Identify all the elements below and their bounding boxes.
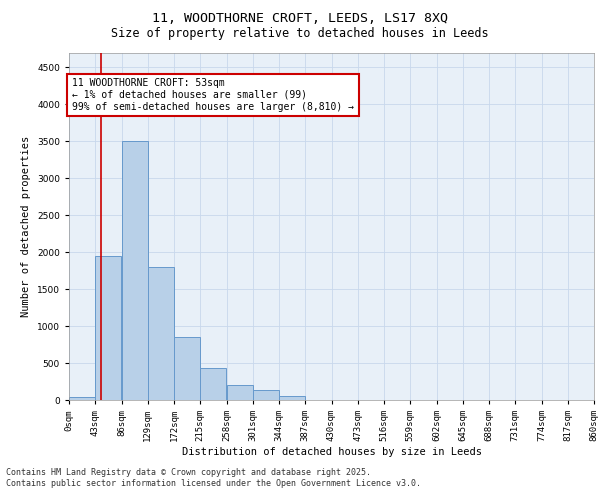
Text: 11 WOODTHORNE CROFT: 53sqm
← 1% of detached houses are smaller (99)
99% of semi-: 11 WOODTHORNE CROFT: 53sqm ← 1% of detac… bbox=[72, 78, 354, 112]
Bar bbox=[95, 256, 121, 400]
Bar bbox=[253, 390, 279, 400]
Bar bbox=[122, 141, 148, 400]
Y-axis label: Number of detached properties: Number of detached properties bbox=[22, 136, 31, 317]
Bar bbox=[69, 397, 95, 400]
Bar bbox=[200, 368, 226, 400]
Text: 11, WOODTHORNE CROFT, LEEDS, LS17 8XQ: 11, WOODTHORNE CROFT, LEEDS, LS17 8XQ bbox=[152, 12, 448, 26]
Text: Size of property relative to detached houses in Leeds: Size of property relative to detached ho… bbox=[111, 28, 489, 40]
Bar bbox=[227, 385, 253, 400]
Bar bbox=[148, 267, 174, 400]
X-axis label: Distribution of detached houses by size in Leeds: Distribution of detached houses by size … bbox=[182, 447, 482, 457]
Bar bbox=[174, 337, 200, 400]
Text: Contains HM Land Registry data © Crown copyright and database right 2025.
Contai: Contains HM Land Registry data © Crown c… bbox=[6, 468, 421, 487]
Bar bbox=[279, 396, 305, 400]
